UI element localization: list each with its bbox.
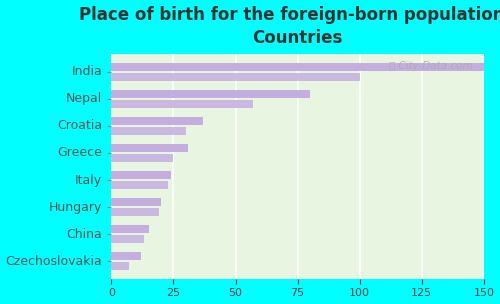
Bar [112, 63, 484, 71]
Bar [112, 90, 310, 98]
Bar [112, 225, 148, 233]
Bar [112, 126, 186, 135]
Bar [112, 171, 171, 179]
Title: Place of birth for the foreign-born population -
Countries: Place of birth for the foreign-born popu… [78, 5, 500, 47]
Bar [112, 181, 168, 189]
Bar [112, 154, 174, 162]
Bar [112, 198, 161, 206]
Bar [112, 100, 253, 108]
Bar [112, 73, 360, 81]
Bar [112, 144, 188, 152]
Bar [112, 262, 128, 270]
Bar [112, 252, 141, 261]
Text: ⓘ City-Data.com: ⓘ City-Data.com [389, 61, 473, 71]
Bar [112, 117, 203, 125]
Bar [112, 208, 158, 216]
Bar [112, 235, 144, 243]
